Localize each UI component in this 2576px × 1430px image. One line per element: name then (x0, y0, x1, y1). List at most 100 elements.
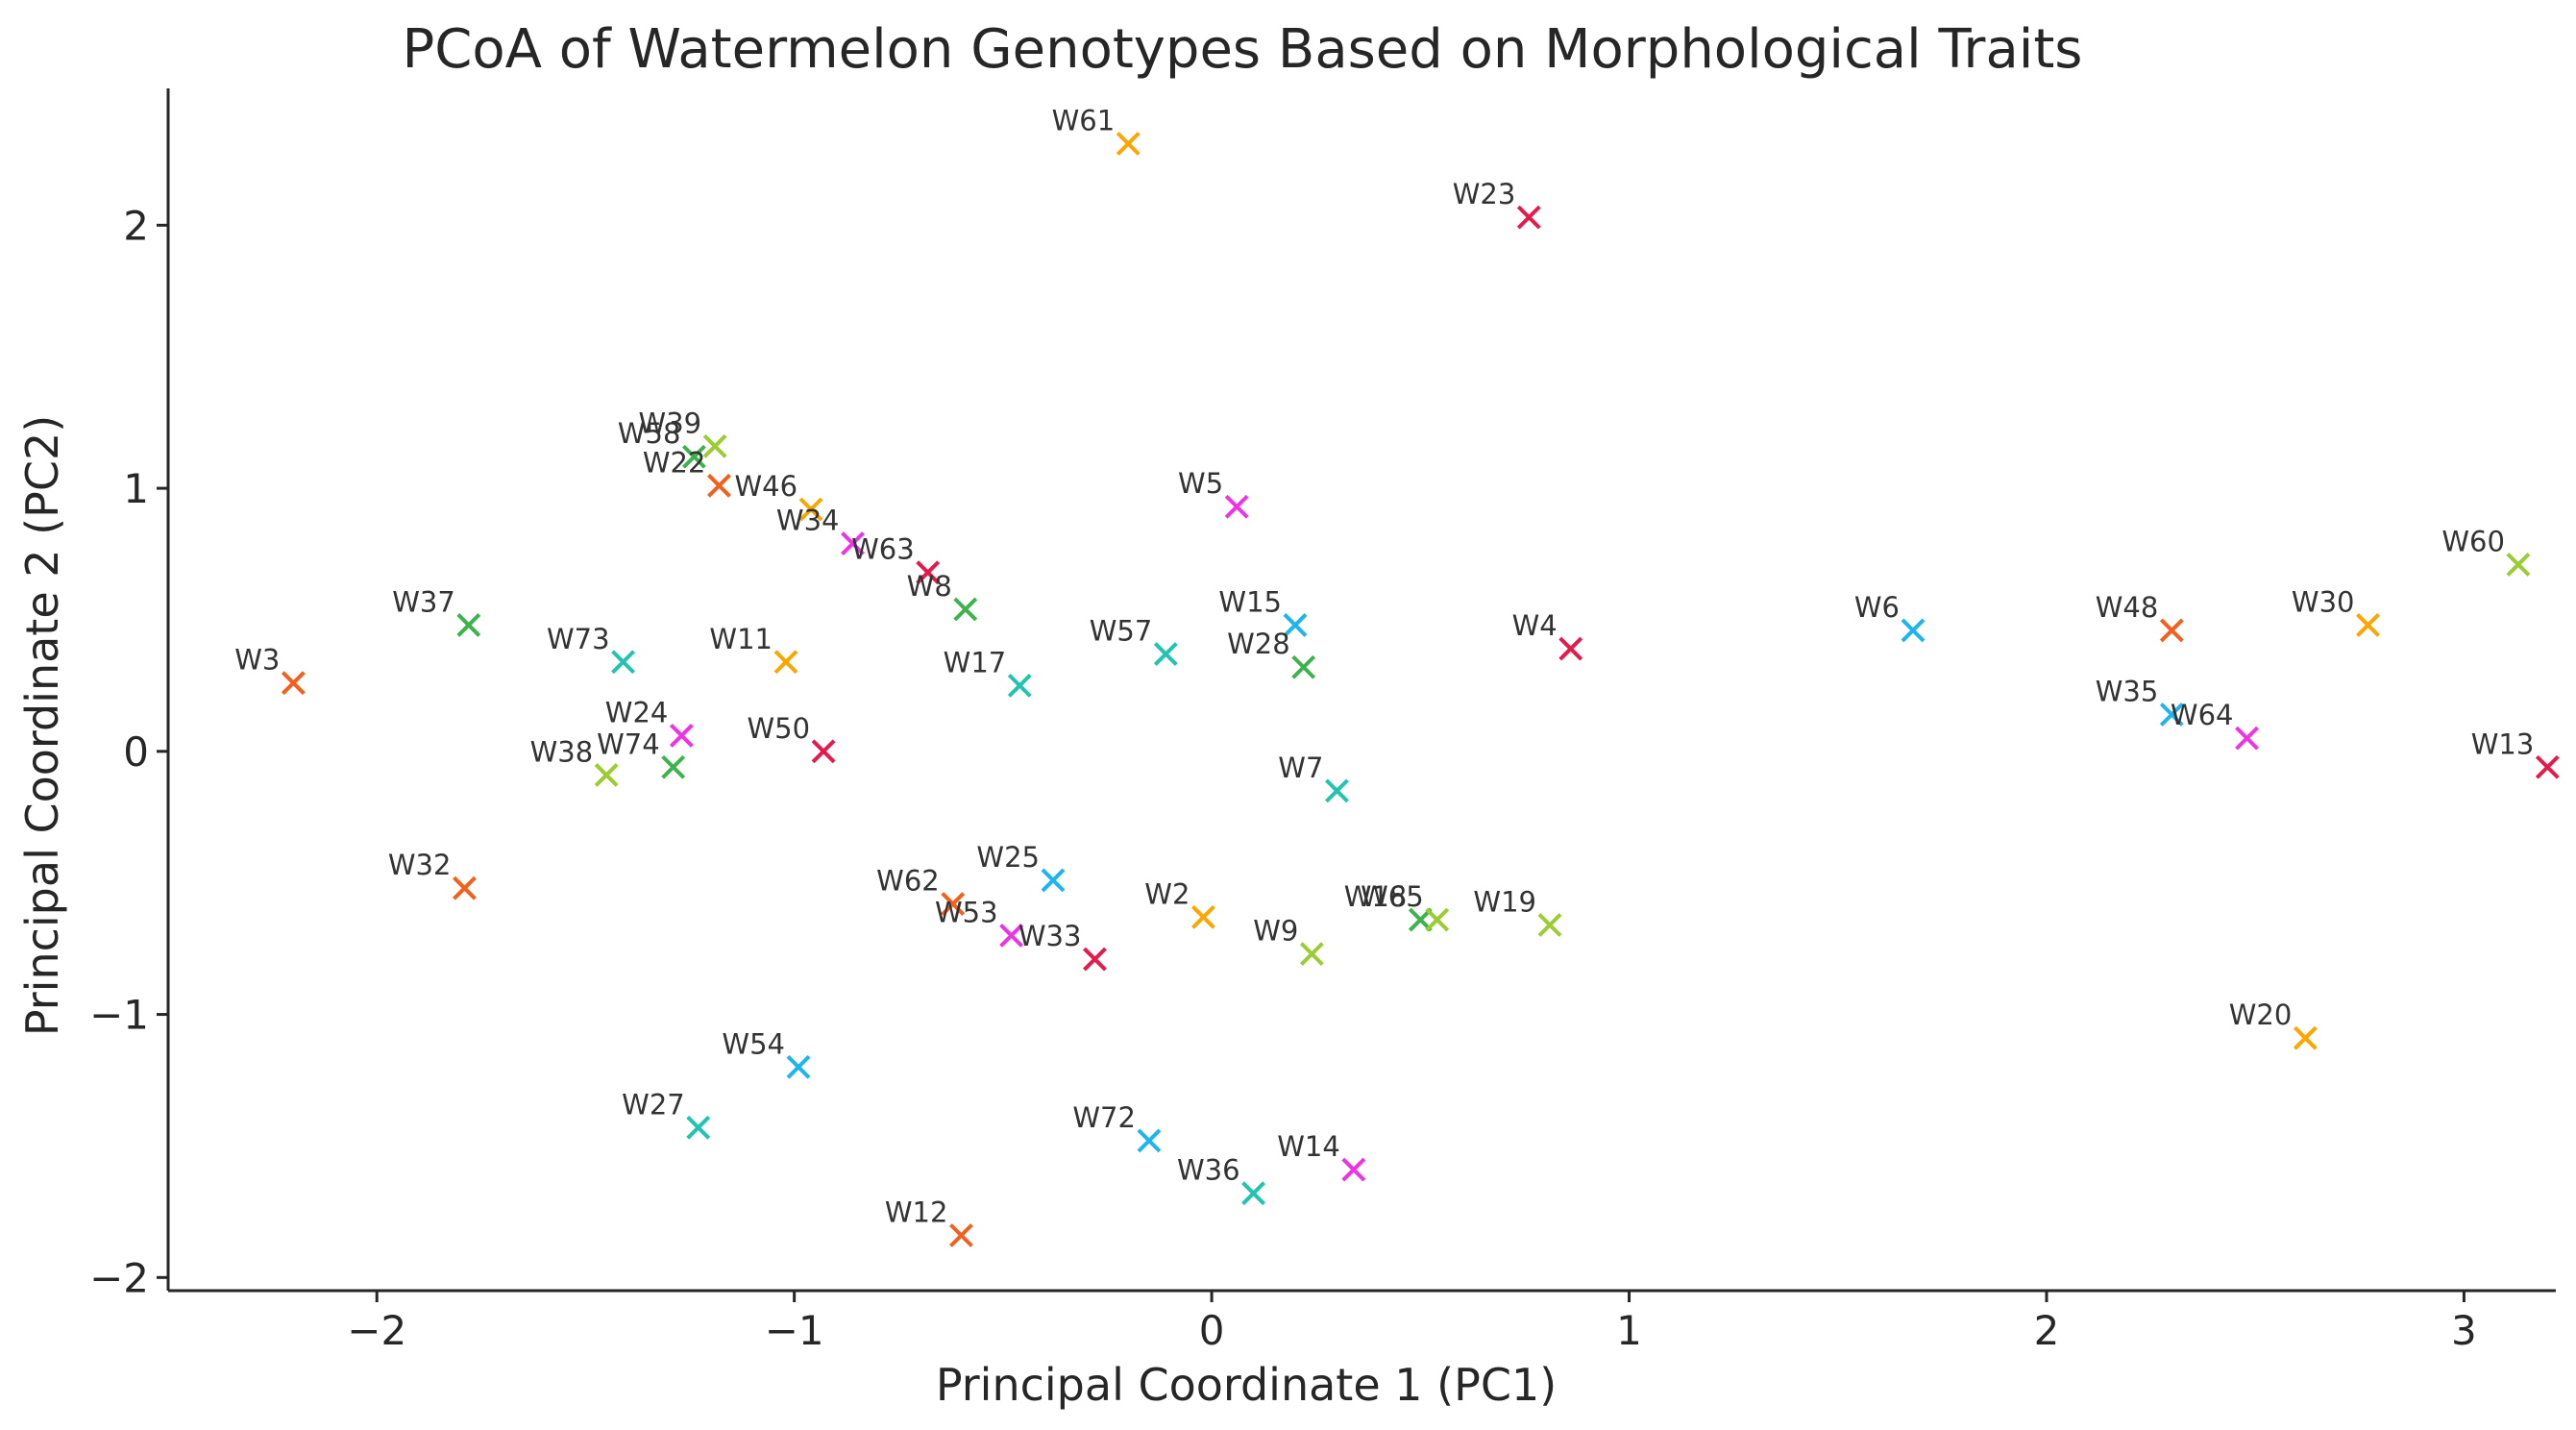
point-marker-w37 (456, 613, 481, 637)
point-marker-w8 (953, 597, 978, 622)
point-marker-w39 (702, 433, 727, 458)
y-axis-ticks: −2 −1 0 1 2 (89, 202, 168, 1301)
point-marker-w2 (1190, 904, 1215, 929)
point-marker-w7 (1325, 778, 1349, 803)
point-marker-w23 (1516, 205, 1541, 230)
point-label: W28 (1227, 628, 1290, 660)
point-marker-w5 (1224, 494, 1249, 519)
point-marker-w30 (2356, 613, 2380, 637)
point-marker-w32 (453, 875, 477, 900)
point-marker-w9 (1299, 942, 1324, 967)
point-label: W17 (944, 646, 1007, 678)
point-label: W18 (1344, 880, 1408, 913)
x-tick-label: 2 (2034, 1307, 2060, 1354)
point-marker-w73 (611, 650, 635, 675)
y-tick-label: 2 (123, 202, 149, 249)
point-label: W62 (876, 865, 940, 898)
point-marker-w48 (2159, 618, 2184, 643)
x-tick-label: −1 (765, 1307, 824, 1354)
point-marker-w4 (1558, 636, 1583, 661)
point-label: W6 (1854, 591, 1900, 624)
point-label: W13 (2471, 727, 2535, 760)
point-label: W24 (605, 696, 669, 728)
point-label: W22 (643, 446, 706, 479)
point-label: W23 (1453, 178, 1516, 210)
y-tick-label: −1 (89, 992, 149, 1039)
point-label: W8 (907, 570, 952, 603)
x-tick-label: −2 (347, 1307, 406, 1354)
point-marker-w27 (686, 1115, 711, 1140)
point-label: W35 (2096, 676, 2159, 708)
point-marker-w74 (661, 754, 686, 779)
point-marker-w58 (681, 444, 706, 469)
point-marker-w28 (1291, 654, 1316, 679)
point-label: W65 (1361, 880, 1424, 913)
point-marker-w35 (2159, 703, 2184, 727)
point-marker-w64 (2235, 726, 2259, 751)
point-marker-w14 (1341, 1157, 1366, 1182)
point-label: W9 (1253, 915, 1298, 948)
point-marker-w61 (1116, 132, 1141, 156)
point-label: W73 (547, 623, 610, 655)
point-label: W60 (2441, 525, 2505, 557)
point-label: W57 (1090, 615, 1153, 648)
point-marker-w24 (669, 723, 694, 748)
point-marker-w50 (811, 739, 836, 764)
point-label: W2 (1144, 877, 1190, 910)
point-marker-w17 (1007, 673, 1032, 698)
point-marker-w38 (594, 763, 619, 787)
point-marker-w19 (1537, 913, 1562, 937)
point-label: W53 (935, 896, 998, 928)
point-marker-w57 (1153, 642, 1178, 666)
point-marker-w3 (281, 671, 306, 696)
point-label: W11 (709, 623, 773, 655)
point-label: W61 (1052, 104, 1116, 136)
point-label: W39 (639, 407, 702, 439)
point-label: W27 (622, 1088, 685, 1121)
point-marker-w20 (2293, 1025, 2318, 1050)
point-label: W74 (597, 727, 660, 760)
y-tick-label: 1 (123, 465, 149, 512)
point-label: W3 (234, 644, 280, 677)
point-label: W12 (885, 1196, 948, 1229)
point-label: W54 (722, 1027, 785, 1060)
point-marker-w33 (1083, 947, 1107, 972)
point-label: W34 (776, 505, 840, 537)
point-marker-w15 (1283, 613, 1308, 637)
y-axis-label: Principal Coordinate 2 (PC2) (16, 415, 68, 1036)
point-label: W33 (1018, 920, 1082, 952)
y-tick-label: 0 (123, 728, 149, 776)
point-label: W63 (851, 533, 915, 566)
point-label: W48 (2096, 591, 2159, 624)
point-label: W14 (1277, 1130, 1340, 1163)
point-marker-w65 (1425, 907, 1450, 932)
point-label: W36 (1177, 1154, 1240, 1187)
point-marker-w12 (949, 1223, 973, 1247)
point-label: W25 (976, 841, 1040, 874)
point-marker-w53 (999, 924, 1023, 948)
point-label: W72 (1072, 1101, 1136, 1134)
point-label: W32 (388, 849, 452, 881)
x-tick-label: 3 (2451, 1307, 2477, 1354)
y-tick-label: −2 (89, 1254, 149, 1301)
x-axis-ticks: −2 −1 0 1 2 3 (347, 1291, 2477, 1354)
chart-title: PCoA of Watermelon Genotypes Based on Mo… (403, 18, 2083, 81)
point-label: W15 (1218, 585, 1282, 618)
point-marker-w60 (2506, 553, 2531, 577)
point-marker-w6 (1901, 618, 1926, 643)
point-marker-w54 (786, 1054, 811, 1079)
point-marker-w22 (707, 473, 731, 498)
x-tick-label: 0 (1199, 1307, 1225, 1354)
point-marker-w63 (916, 560, 941, 585)
point-marker-w25 (1041, 868, 1066, 893)
point-marker-w72 (1137, 1128, 1162, 1153)
point-label: W64 (2171, 699, 2234, 731)
point-label: W7 (1278, 752, 1323, 784)
point-marker-w46 (798, 497, 823, 522)
point-label: W20 (2229, 999, 2293, 1031)
point-label: W4 (1512, 609, 1558, 642)
point-label: W37 (392, 585, 455, 618)
point-marker-w11 (773, 650, 798, 675)
